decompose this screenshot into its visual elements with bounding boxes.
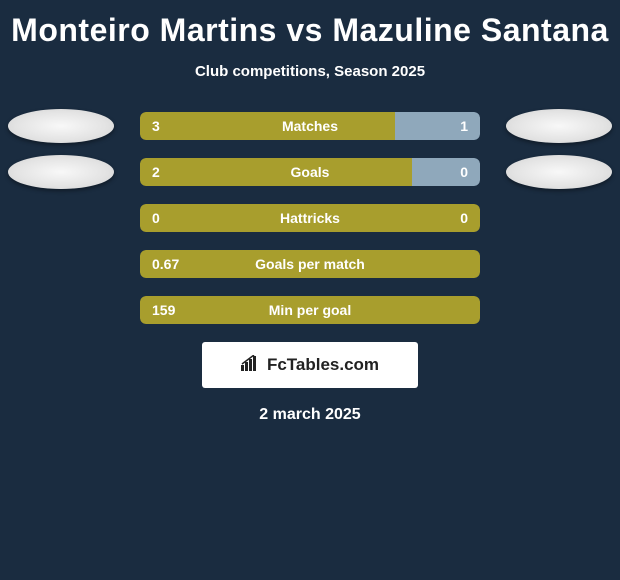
comparison-card: Monteiro Martins vs Mazuline Santana Clu… <box>0 0 620 580</box>
brand-text: FcTables.com <box>267 355 379 375</box>
stat-row: 2 0 Goals <box>0 158 620 186</box>
page-title: Monteiro Martins vs Mazuline Santana <box>0 0 620 49</box>
stat-row: 0 0 Hattricks <box>0 204 620 232</box>
stat-right-value: 1 <box>460 118 468 134</box>
bar-left <box>140 112 395 140</box>
team-badge-right <box>506 109 612 143</box>
stat-left-value: 2 <box>152 164 160 180</box>
bar-left <box>140 158 412 186</box>
date-label: 2 march 2025 <box>0 406 620 424</box>
stat-left-value: 3 <box>152 118 160 134</box>
stat-left-value: 0 <box>152 210 160 226</box>
team-badge-left <box>8 109 114 143</box>
brand-box[interactable]: FcTables.com <box>202 342 418 388</box>
bar-right <box>412 158 480 186</box>
stat-name: Matches <box>282 118 338 134</box>
stat-right-value: 0 <box>460 210 468 226</box>
stat-right-value: 0 <box>460 164 468 180</box>
stat-left-value: 0.67 <box>152 256 179 272</box>
stat-name: Hattricks <box>280 210 340 226</box>
stat-row: 0.67 Goals per match <box>0 250 620 278</box>
bar-chart-icon <box>241 355 261 376</box>
stat-name: Goals per match <box>255 256 365 272</box>
stat-name: Goals <box>291 164 330 180</box>
stats-container: 3 1 Matches 2 0 Goals 0 0 Hattricks 0.67 Goals per… <box>0 112 620 324</box>
stat-name: Min per goal <box>269 302 351 318</box>
stat-row: 3 1 Matches <box>0 112 620 140</box>
stat-row: 159 Min per goal <box>0 296 620 324</box>
brand-label: FcTables.com <box>241 355 379 376</box>
team-badge-left <box>8 155 114 189</box>
subtitle: Club competitions, Season 2025 <box>0 63 620 80</box>
stat-left-value: 159 <box>152 302 175 318</box>
team-badge-right <box>506 155 612 189</box>
